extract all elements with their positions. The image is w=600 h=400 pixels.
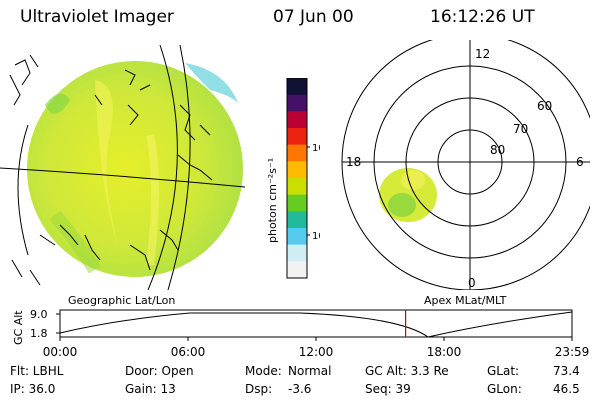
seq-info: Seq: 39 [365,382,411,396]
color-scale-bar: 100 10 photon cm⁻²s⁻¹ [266,78,320,279]
colorbar-tick-100: 100 [312,143,320,154]
polar-mlat-mlt-plot: 12 18 6 0 60 70 80 [341,40,590,290]
mlat-label-60: 60 [537,99,552,113]
door-info: Door: Open [125,364,194,378]
timeline-tick-0000: 00:00 [43,345,78,359]
mlt-label-0: 0 [468,276,476,290]
colorbar-segment [287,111,307,129]
glon-value: 46.5 [553,382,580,396]
colorbar-segment [287,261,307,279]
colorbar-segment [287,244,307,262]
timeline-tick-1800: 18:00 [427,345,462,359]
timeline-tick-1200: 12:00 [299,345,334,359]
filter-info: Flt: LBHL [10,364,64,378]
colorbar-segment [287,94,307,112]
ip-info: IP: 36.0 [10,382,56,396]
colorbar-segment [287,228,307,246]
mlt-label-18: 18 [346,155,361,169]
altitude-timeline: GC Alt 9.0 1.8 00:00 06:00 12:00 18:00 2… [12,308,590,359]
gain-info: Gain: 13 [125,382,176,396]
observation-time: 16:12:26 UT [430,7,535,27]
colorbar-unit-label: photon cm⁻²s⁻¹ [266,158,279,243]
colorbar-segment [287,194,307,212]
timeline-tick-0600: 06:00 [171,345,206,359]
glat-label: GLat: [487,364,520,378]
timeline-y-tick-low: 1.8 [30,327,48,340]
colorbar-segment [287,211,307,229]
left-panel-caption: Geographic Lat/Lon [68,294,176,307]
mode-label: Mode: [245,364,282,378]
colorbar-segment [287,178,307,196]
altitude-curve [59,311,573,338]
colorbar-segment [287,144,307,162]
colorbar-segment [287,78,307,96]
dsp-label: Dsp: [245,382,273,396]
observation-date: 07 Jun 00 [273,7,354,27]
timeline-y-tick-high: 9.0 [30,308,48,321]
mlt-label-12: 12 [475,47,490,61]
right-panel-caption: Apex MLat/MLT [424,294,507,307]
colorbar-segment [287,128,307,146]
glon-label: GLon: [487,382,522,396]
timeline-y-axis-label: GC Alt [12,310,25,345]
mlat-label-70: 70 [513,122,528,136]
instrument-title: Ultraviolet Imager [20,7,174,27]
geographic-image [0,45,246,290]
timeline-tick-2359: 23:59 [555,345,590,359]
colorbar-segment [287,161,307,179]
mlat-label-80: 80 [490,143,505,157]
colorbar-tick-10: 10 [312,231,320,242]
mode-value: Normal [288,364,332,378]
gc-alt-info: GC Alt: 3.3 Re [365,364,449,378]
dsp-value: -3.6 [288,382,312,396]
mlt-label-6: 6 [576,155,584,169]
glat-value: 73.4 [553,364,580,378]
